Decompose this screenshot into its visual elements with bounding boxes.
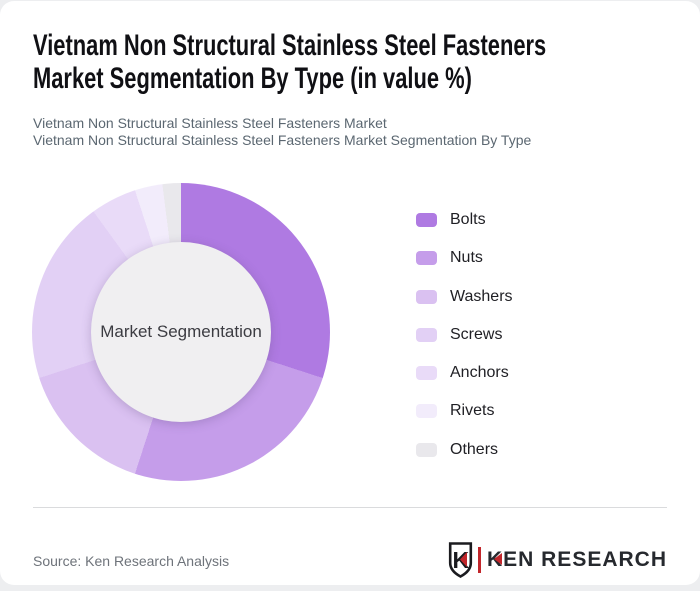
subtitle-line-2: Vietnam Non Structural Stainless Steel F… [33,132,532,148]
legend-swatch [416,251,437,266]
legend-label: Anchors [450,364,509,382]
donut-center: Market Segmentation [91,242,271,422]
legend-swatch [416,404,437,419]
legend-item-bolts: Bolts [416,211,513,228]
logo-text-wrap: KEN RESEARCH [487,548,667,572]
legend-swatch [416,327,437,342]
legend-item-anchors: Anchors [416,364,513,382]
legend-item-washers: Washers [416,287,513,305]
ken-research-logo: K KEN RESEARCH [448,541,667,578]
legend-swatch [416,442,437,457]
chart-legend: Bolts Nuts Washers Screws Anchors Rivets Other… [416,211,513,480]
legend-swatch [416,289,437,304]
legend-item-screws: Screws [416,325,513,343]
title-line-1: Vietnam Non Structural Stainless Steel F… [33,29,547,62]
subtitle-line-1: Vietnam Non Structural Stainless Steel F… [33,115,387,131]
legend-label: Rivets [450,402,495,420]
shield-icon: K [448,541,473,578]
legend-swatch [416,213,437,227]
legend-label: Nuts [450,249,483,267]
legend-item-rivets: Rivets [416,402,513,420]
legend-item-nuts: Nuts [416,249,513,267]
page-title: Vietnam Non Structural Stainless Steel F… [33,29,700,95]
logo-k-triangle-icon [493,552,502,565]
title-line-2: Market Segmentation By Type (in value %) [33,62,472,95]
legend-label: Others [450,440,499,458]
legend-label: Screws [450,325,503,343]
legend-label: Washers [450,287,513,305]
logo-text: KEN RESEARCH [486,547,667,571]
legend-label: Bolts [450,211,486,228]
chart-subtitle: Vietnam Non Structural Stainless Steel F… [33,115,531,149]
logo-divider-bar [477,546,481,573]
legend-item-others: Others [416,440,513,458]
source-text: Source: Ken Research Analysis [33,553,230,569]
footer-divider [33,507,667,508]
donut-chart: Market Segmentation [32,183,330,481]
legend-swatch [416,366,437,381]
donut-center-label: Market Segmentation [100,322,262,341]
